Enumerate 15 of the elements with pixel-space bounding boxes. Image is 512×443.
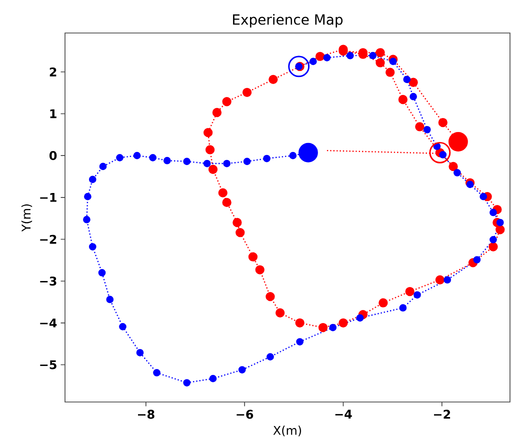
x-tick-label: −6 bbox=[236, 410, 254, 419]
y-tick-label: 1 bbox=[50, 109, 56, 118]
x-axis-title: X(m) bbox=[273, 426, 302, 436]
y-tick-label: −2 bbox=[40, 234, 56, 244]
x-tick-label: −2 bbox=[434, 410, 450, 419]
y-axis-title: Y(m) bbox=[21, 204, 32, 232]
y-tick-label: −3 bbox=[40, 276, 56, 286]
y-tick-label: 0 bbox=[49, 151, 57, 160]
y-tick-label: −5 bbox=[40, 360, 56, 370]
x-tick-label: −8 bbox=[138, 410, 154, 419]
x-tick-label: −4 bbox=[335, 410, 352, 418]
y-tick-label: −4 bbox=[40, 318, 57, 328]
y-tick-label: −1 bbox=[40, 193, 56, 202]
chart-title: Experience Map bbox=[233, 14, 343, 28]
y-tick-label: 2 bbox=[50, 67, 56, 76]
